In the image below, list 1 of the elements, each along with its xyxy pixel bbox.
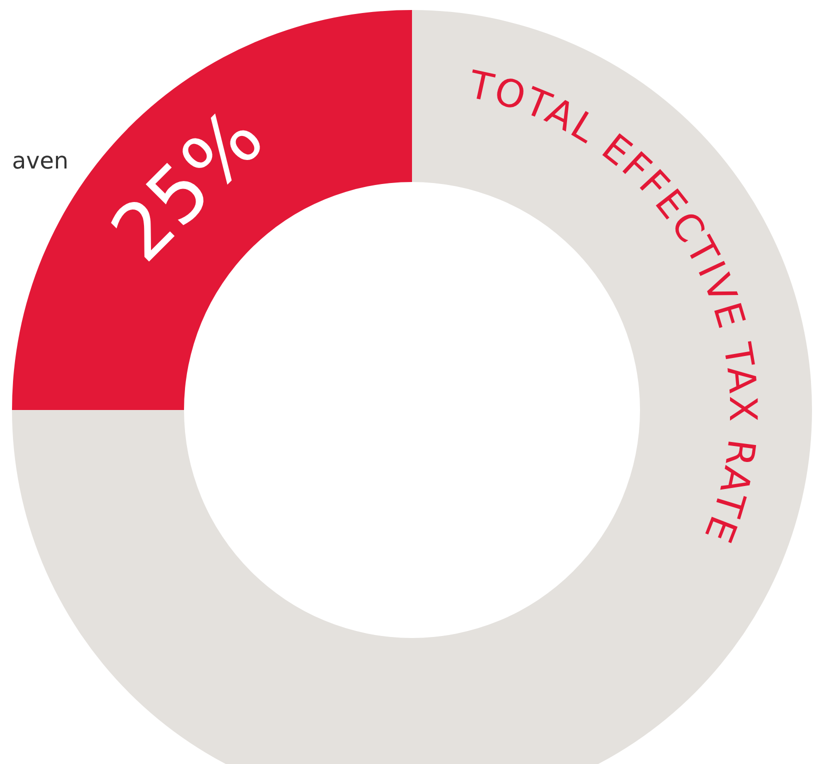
text: aven [12, 148, 68, 174]
